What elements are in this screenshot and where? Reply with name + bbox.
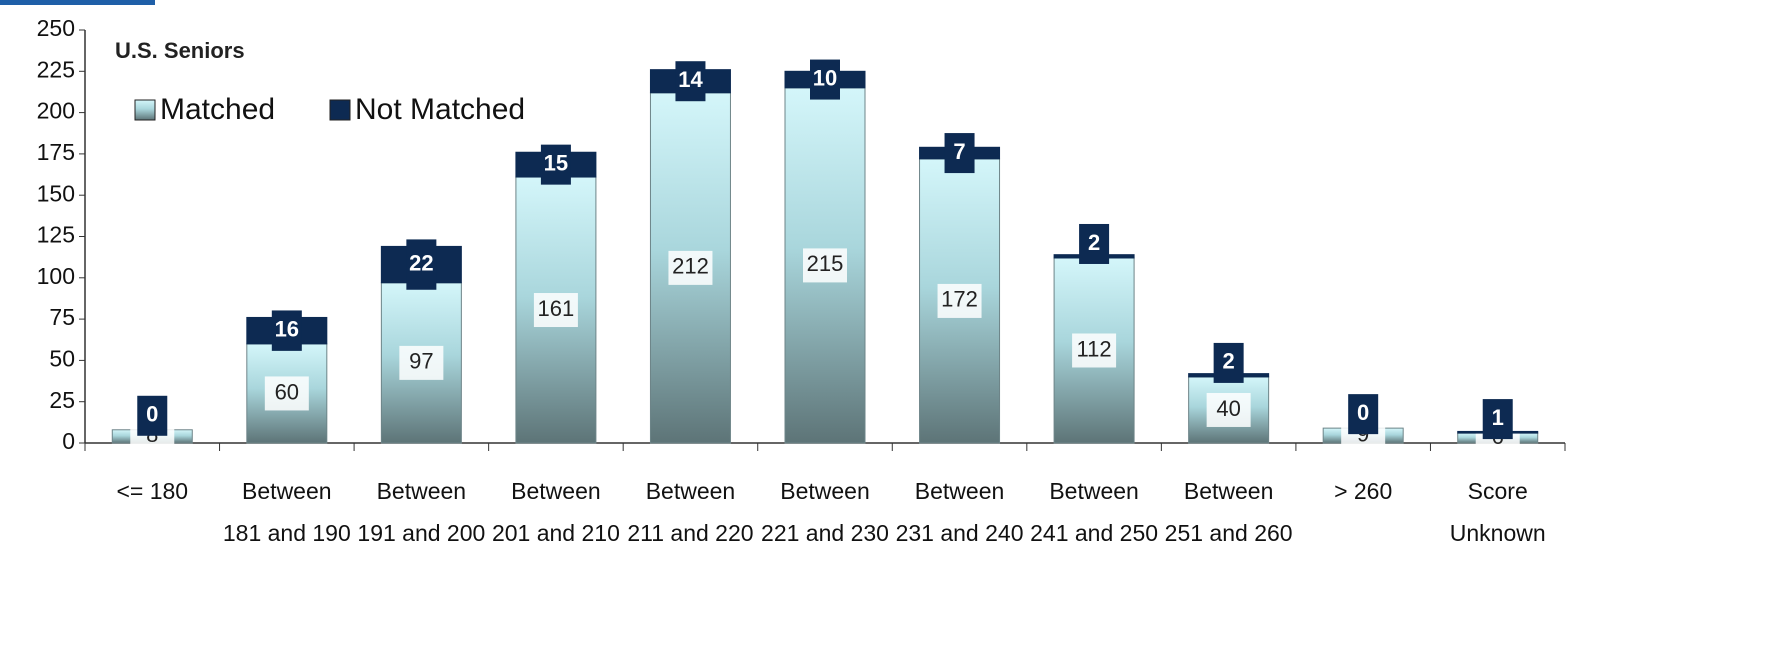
label-box [137,395,168,436]
data-label: 7 [953,139,965,164]
legend-label: Not Matched [355,93,525,126]
label-box [668,250,713,285]
x-tick-label: Between 231 and 240 [895,478,1024,546]
label-box [810,59,840,100]
label-box [271,310,302,351]
y-tick-label: 250 [37,15,75,41]
data-label: 2 [1088,230,1100,255]
x-tick-label: > 260 [1334,478,1393,504]
label-box [1213,342,1244,383]
data-label: 97 [409,349,433,374]
label-box [1079,223,1110,264]
x-tick-label: Score Unknown [1449,478,1546,546]
y-tick-label: 175 [37,139,75,165]
label-box [1348,394,1379,435]
label-box [675,61,706,102]
data-label: 215 [807,251,844,276]
y-tick-label: 75 [49,304,75,330]
data-label: 112 [1077,336,1112,361]
data-label: 10 [813,65,837,90]
x-tick-label: Between 251 and 260 [1164,478,1293,546]
data-label: 40 [1216,396,1240,421]
legend-swatch [329,99,351,121]
data-label: 60 [275,379,299,404]
data-label: 16 [275,316,299,341]
label-box [399,345,444,380]
legend-label: Matched [160,93,275,126]
y-tick-label: 25 [49,387,75,413]
data-label: 212 [672,254,709,279]
data-label: 15 [544,150,568,175]
x-tick-label: Between 201 and 210 [491,478,620,546]
label-box [1482,399,1513,440]
y-tick-label: 225 [37,56,75,82]
legend-swatch [134,99,156,121]
x-tick-label: <= 180 [116,478,189,504]
y-tick-label: 50 [49,345,75,371]
data-label: 14 [678,67,703,92]
data-label: 0 [1357,400,1369,425]
bar-segment [919,158,1001,444]
data-label: 1 [1492,405,1504,430]
label-box [1206,392,1251,427]
label-box [406,239,437,290]
x-tick-label: Between 181 and 190 [222,478,351,546]
data-label: 172 [941,287,978,312]
data-label: 2 [1223,349,1235,374]
label-box [1072,333,1117,368]
data-label: 161 [538,296,575,321]
y-tick-label: 200 [37,98,75,124]
y-tick-label: 125 [37,222,75,248]
x-tick-label: Between 211 and 220 [627,478,754,546]
label-box [264,376,309,411]
data-label: 0 [146,402,158,427]
label-box [533,293,578,328]
y-tick-label: 150 [37,180,75,206]
label-box [803,248,847,283]
y-tick-label: 0 [62,428,75,454]
label-box [944,133,975,174]
x-tick-label: Between 241 and 250 [1030,478,1159,546]
x-tick-label: Between 191 and 200 [357,478,486,546]
x-tick-label: Between 221 and 230 [761,478,889,546]
label-box [937,283,982,318]
data-label: 22 [409,250,433,275]
corner-accent [0,0,155,5]
chart-title: U.S. Seniors [115,38,245,63]
y-tick-label: 100 [37,263,75,289]
label-box [540,144,571,185]
